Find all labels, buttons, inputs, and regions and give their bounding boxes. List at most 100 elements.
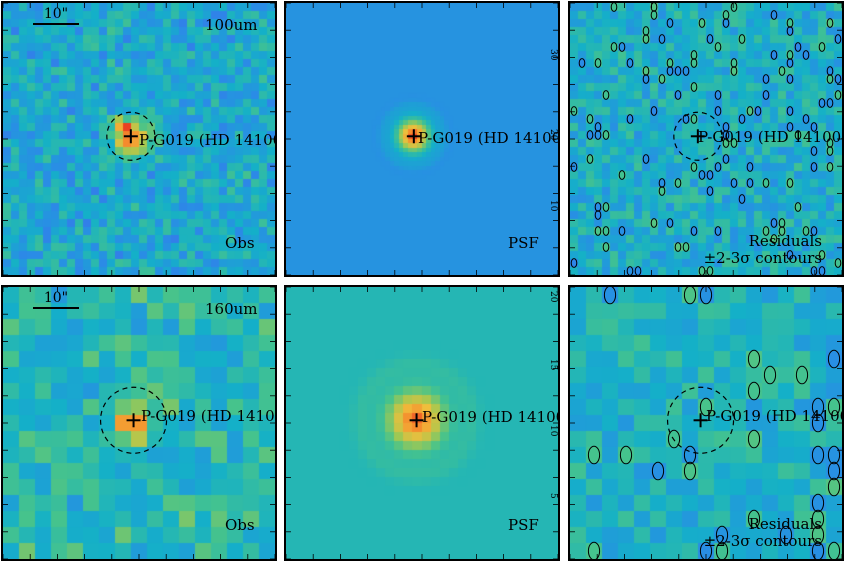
residual-contour (811, 445, 825, 465)
residual-contour (794, 202, 802, 212)
tick-label: 20 (548, 291, 558, 303)
residual-contour (818, 250, 826, 260)
residual-contour (778, 66, 786, 76)
residual-contour (587, 445, 601, 465)
residual-contour (795, 365, 809, 385)
residual-contour (706, 34, 714, 44)
residual-contour (690, 114, 698, 124)
residual-contour (834, 258, 842, 268)
overlay-psf-100um (286, 3, 558, 275)
residual-contour (706, 266, 714, 275)
residual-contour (722, 18, 730, 28)
residual-contour (738, 114, 746, 124)
residual-contour (786, 250, 794, 260)
residual-contour (826, 66, 834, 76)
image-res-160um (570, 287, 842, 559)
band-label: 100um (205, 16, 258, 34)
residual-contour (570, 106, 578, 116)
residual-contour (802, 114, 810, 124)
residual-contour (714, 42, 722, 52)
residual-contour (650, 3, 658, 12)
residual-contour (779, 525, 793, 545)
residual-contour (650, 10, 658, 20)
scale-bar: 10" (33, 291, 79, 309)
residual-contour (738, 34, 746, 44)
residual-contour (722, 154, 730, 164)
residual-contour (810, 122, 818, 132)
source-label: P-G019 (HD 141004) (706, 407, 842, 425)
residual-contour (570, 258, 578, 268)
residual-contour (770, 218, 778, 228)
residual-contour (786, 18, 794, 28)
tick-label: 5 (548, 493, 558, 499)
residual-contour (618, 170, 626, 180)
residual-contour (594, 122, 602, 132)
residual-contour (714, 106, 722, 116)
residual-contour (811, 541, 825, 559)
residual-contour (682, 114, 690, 124)
source-label: P-G019 (HD 141004) (422, 408, 558, 426)
image-obs-100um (3, 3, 275, 275)
residual-contour (674, 66, 682, 76)
residual-contour (610, 42, 618, 52)
residual-contour (818, 98, 826, 108)
residual-contour (578, 58, 586, 68)
residual-contour (786, 58, 794, 68)
scale-bar: 10" (33, 7, 79, 25)
corner-label-2: ±2-3σ contours (703, 249, 822, 267)
residual-contour (698, 266, 706, 275)
residual-contour (827, 397, 841, 417)
overlay-psf-160um (286, 287, 558, 559)
residual-contour (826, 138, 834, 148)
residual-contour (586, 154, 594, 164)
residual-contour (610, 3, 618, 12)
residual-contour (714, 162, 722, 172)
image-psf-100um (286, 3, 558, 275)
residual-contour (811, 493, 825, 513)
residual-contour (738, 194, 746, 204)
panel-obs-160um: 10" 160um P-G019 (HD 141004) Obs (1, 285, 277, 561)
residual-contour (682, 66, 690, 76)
source-label: P-G019 (HD 141004) (418, 129, 560, 147)
residual-contour (666, 218, 674, 228)
residual-contour (602, 130, 610, 140)
residual-contour (746, 178, 754, 188)
residual-contour (826, 146, 834, 156)
residual-contour (811, 413, 825, 433)
residual-contour (754, 106, 762, 116)
residual-contour (698, 18, 706, 28)
residual-contour (730, 66, 738, 76)
residual-contour (586, 130, 594, 140)
residual-contour (699, 287, 713, 305)
overlay-res-160um (570, 287, 842, 559)
residual-contour (747, 429, 761, 449)
residual-contour (714, 226, 722, 236)
aperture-circle (666, 386, 735, 454)
residual-contour (650, 218, 658, 228)
residual-contour (826, 98, 834, 108)
residual-contour (826, 74, 834, 84)
residual-contour (674, 178, 682, 188)
overlay-obs-100um (3, 3, 275, 275)
residual-contour (746, 162, 754, 172)
residual-contour (794, 130, 802, 140)
residual-contour (826, 162, 834, 172)
overlay-obs-160um (3, 287, 275, 559)
tick-label: 15 (548, 359, 558, 371)
residual-contour (715, 541, 729, 559)
aperture-circle (673, 111, 723, 161)
residual-contour (594, 226, 602, 236)
residual-contour (674, 90, 682, 100)
residual-contour (626, 58, 634, 68)
residual-contour (834, 90, 842, 100)
residual-contour (586, 114, 594, 124)
residual-contour (642, 66, 650, 76)
residual-contour (651, 461, 665, 481)
residual-contour (658, 178, 666, 188)
tick-label: 10 (548, 425, 558, 437)
residual-contour (794, 42, 802, 52)
panel-psf-100um: P-G019 (HD 141004) PSF 30 20 10 (284, 1, 560, 277)
residual-contour (690, 82, 698, 92)
residual-contour (786, 50, 794, 60)
residual-contour (810, 162, 818, 172)
